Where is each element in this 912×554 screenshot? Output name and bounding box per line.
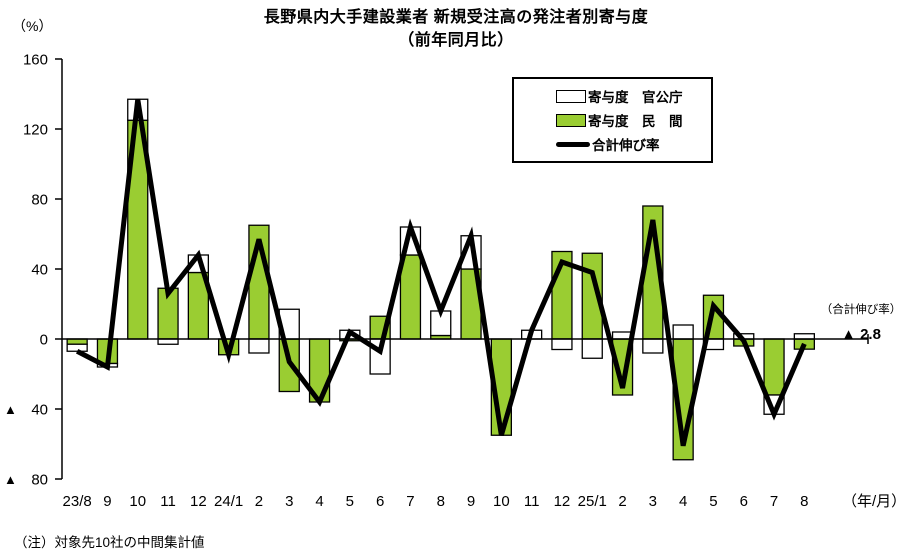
x-tick-label: 12 — [554, 493, 571, 510]
x-tick-label: 8 — [437, 493, 445, 510]
chart-title-line1: 長野県内大手建設業者 新規受注高の発注者別寄与度 — [263, 9, 649, 26]
legend-item-private: 寄与度 民 間 — [556, 110, 711, 130]
x-tick-label: 8 — [800, 493, 808, 510]
x-tick-label: 9 — [103, 493, 111, 510]
x-tick-label: 2 — [255, 493, 263, 510]
x-axis-unit-label: （年/月） — [842, 493, 906, 510]
x-tick-label: 3 — [285, 493, 293, 510]
legend-swatch-line — [556, 141, 590, 147]
bar-private — [399, 254, 422, 340]
chart-title: 長野県内大手建設業者 新規受注高の発注者別寄与度 （前年同月比） — [0, 6, 912, 52]
y-tick-label: 0 — [40, 332, 48, 349]
bar-government — [551, 338, 573, 351]
x-tick-label: 25/1 — [578, 493, 607, 510]
bar-government — [581, 338, 603, 359]
x-tick-label: 6 — [376, 493, 384, 510]
bar-private — [66, 338, 88, 345]
x-tick-label: 5 — [346, 493, 354, 510]
negative-triangle-icon: ▲ — [4, 472, 17, 487]
legend-label-private: 寄与度 民 間 — [588, 114, 683, 129]
x-tick-label: 12 — [190, 493, 207, 510]
total-growth-annotation: （合計伸び率） ▲ 2.8 — [810, 301, 912, 343]
bar-government — [672, 324, 694, 340]
y-axis-unit: （%） — [12, 18, 53, 34]
x-tick-label: 10 — [493, 493, 510, 510]
x-tick-label: 10 — [129, 493, 146, 510]
x-tick-label: 5 — [709, 493, 717, 510]
y-tick-label: 120 — [23, 122, 48, 139]
x-tick-label: 7 — [770, 493, 778, 510]
legend-swatch-government — [556, 89, 586, 103]
negative-triangle-icon: ▲ — [4, 402, 17, 417]
x-tick-label: 2 — [618, 493, 626, 510]
x-tick-label: 3 — [649, 493, 657, 510]
bar-government — [157, 338, 179, 345]
annotation-value: ▲ 2.8 — [841, 326, 881, 343]
legend: 寄与度 官公庁 寄与度 民 間 合計伸び率 — [512, 77, 713, 163]
y-tick-label: 40 — [31, 262, 48, 279]
x-tick-label: 4 — [315, 493, 323, 510]
x-tick-label: 24/1 — [214, 493, 243, 510]
bar-private — [763, 338, 785, 396]
total-growth-line — [75, 98, 807, 447]
x-tick-label: 11 — [160, 493, 176, 510]
y-tick-label: 40 — [31, 402, 48, 419]
y-tick-label: 80 — [31, 192, 48, 209]
x-tick-label: 23/8 — [63, 493, 92, 510]
bar-government — [642, 338, 664, 354]
x-tick-label: 6 — [740, 493, 748, 510]
y-tick-label: 160 — [23, 52, 48, 69]
bar-government — [66, 343, 88, 352]
x-tick-label: 9 — [467, 493, 475, 510]
legend-swatch-private — [556, 113, 586, 127]
x-tick-label: 7 — [406, 493, 414, 510]
legend-label-government: 寄与度 官公庁 — [588, 90, 683, 105]
chart-title-line2: （前年同月比） — [398, 32, 514, 49]
legend-label-total-line: 合計伸び率 — [592, 138, 660, 153]
annotation-label: （合計伸び率） — [820, 304, 902, 316]
bar-government — [248, 338, 270, 354]
x-tick-label: 11 — [524, 493, 540, 510]
legend-item-government: 寄与度 官公庁 — [556, 86, 711, 106]
legend-item-total-line: 合計伸び率 — [556, 134, 711, 154]
x-tick-label: 4 — [679, 493, 687, 510]
footnote: （注）対象先10社の中間集計値 — [14, 535, 205, 550]
y-tick-label: 80 — [31, 472, 48, 489]
